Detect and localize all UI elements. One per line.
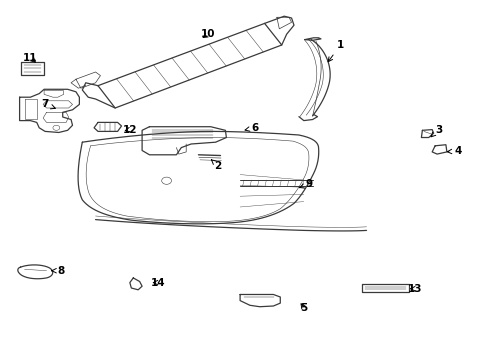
Text: 9: 9 xyxy=(299,179,312,189)
Text: 8: 8 xyxy=(52,266,65,276)
Text: 6: 6 xyxy=(245,123,258,133)
Text: 3: 3 xyxy=(431,125,442,137)
Text: 4: 4 xyxy=(447,146,462,156)
Text: 12: 12 xyxy=(122,125,137,135)
Text: 7: 7 xyxy=(41,99,55,109)
Text: 13: 13 xyxy=(408,284,423,294)
Text: 2: 2 xyxy=(211,160,221,171)
Text: 5: 5 xyxy=(300,303,307,313)
Text: 1: 1 xyxy=(328,40,344,62)
Text: 11: 11 xyxy=(23,53,38,63)
Text: 14: 14 xyxy=(150,278,165,288)
Text: 10: 10 xyxy=(201,29,216,39)
